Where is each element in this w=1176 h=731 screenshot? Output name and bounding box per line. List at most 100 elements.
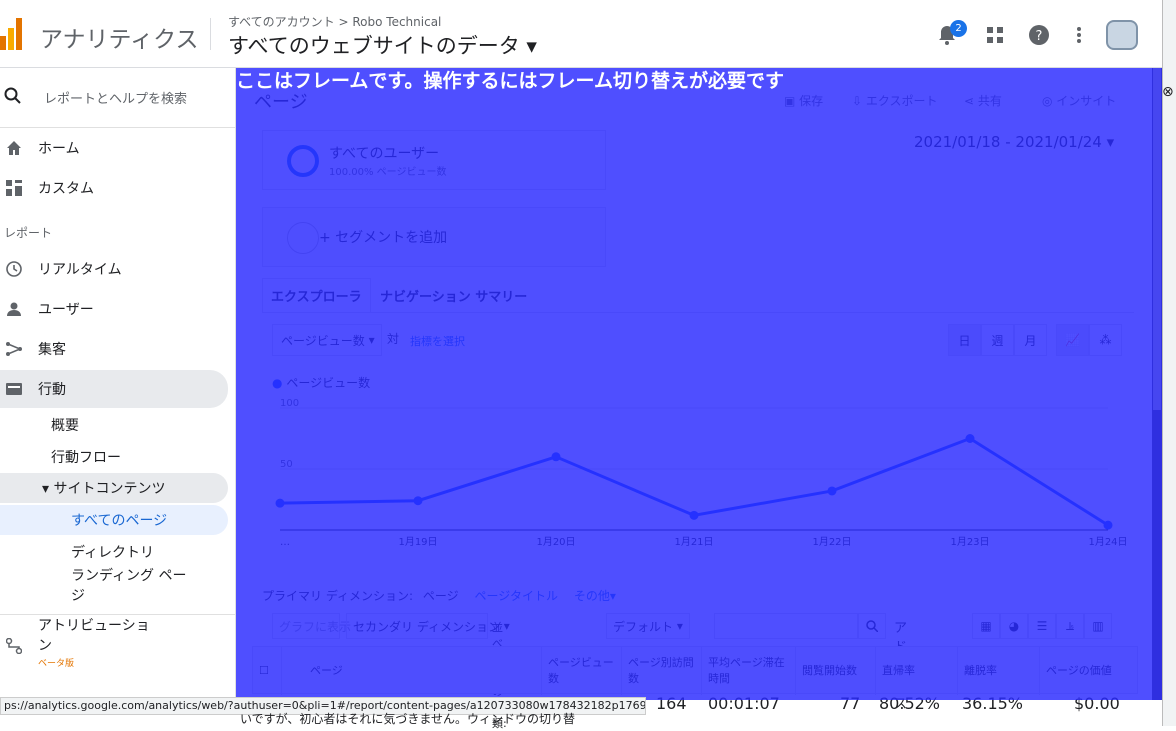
person-icon [7, 302, 21, 316]
total-pageviews: 164 [656, 694, 687, 713]
segment-sublabel: 100.00% ページビュー数 [329, 167, 447, 178]
segment-label: すべてのユーザー [329, 146, 440, 162]
data-point [413, 496, 423, 506]
header-divider [210, 18, 211, 50]
data-point [965, 434, 975, 443]
svg-text:?: ? [1036, 29, 1043, 44]
export-button[interactable]: ⇩ エクスポート [852, 94, 938, 108]
table-view-performance-icon[interactable]: ☰ [1028, 613, 1056, 639]
x-tick-label: … [280, 537, 290, 548]
secondary-dimension-select[interactable]: セカンダリ ディメンション ▾ [346, 613, 510, 639]
sidebar-item-label: アトリビューション [38, 618, 150, 654]
granularity-day-button[interactable]: 日 [948, 324, 981, 356]
more-vert-icon[interactable] [1066, 22, 1092, 48]
sidebar-item-acquisition[interactable]: 集客 [0, 331, 228, 367]
dim-other[interactable]: その他▾ [573, 589, 616, 603]
total-avg-time: 00:01:07 [708, 694, 780, 713]
data-point [275, 498, 285, 508]
sidebar-item-home[interactable]: ホーム [0, 130, 228, 166]
close-icon[interactable]: ⊗ [1162, 84, 1174, 100]
col-avg-time[interactable]: 平均ページ滞在時間 [701, 647, 795, 695]
col-entrances[interactable]: 閲覧開始数 [795, 647, 875, 695]
insights-button[interactable]: ◎ インサイト [1042, 94, 1117, 108]
sidebar-item-behavior[interactable]: 行動 [0, 370, 228, 408]
table-view-pivot-icon[interactable]: ▥ [1084, 613, 1112, 639]
acquisition-icon [6, 342, 22, 356]
primary-dimension-bar: プライマリ ディメンション: ページ ページタイトル その他▾ [262, 589, 616, 603]
select-metric-link[interactable]: 指標を選択 [410, 335, 465, 348]
select-all-checkbox[interactable]: ☐ [259, 664, 269, 677]
beta-label: ベータ版 [38, 659, 75, 669]
save-button[interactable]: ▣ 保存 [784, 94, 824, 108]
share-button[interactable]: ⋖ 共有 [964, 94, 1002, 108]
col-bounce-rate[interactable]: 直帰率 [875, 647, 957, 695]
sidebar-item-directory[interactable]: ディレクトリ [71, 545, 155, 561]
x-tick-label: 1月23日 [950, 536, 989, 548]
dim-page[interactable]: ページ [422, 589, 459, 603]
sidebar-item-behavior-flow[interactable]: 行動フロー [51, 450, 121, 466]
data-point [551, 452, 561, 462]
sidebar-item-label: リアルタイム [38, 262, 122, 278]
property-selector[interactable]: すべてのウェブサイトのデータ ▾ [228, 34, 537, 58]
granularity-month-button[interactable]: 月 [1014, 324, 1047, 356]
table-search-input[interactable] [714, 613, 858, 639]
table-view-data-icon[interactable]: ▦ [972, 613, 1000, 639]
behavior-icon [6, 383, 22, 395]
segment-all-users[interactable]: すべてのユーザー 100.00% ページビュー数 [262, 130, 606, 190]
sidebar-item-label: 行動 [38, 382, 66, 398]
motion-chart-toggle-icon[interactable]: ⁂ [1089, 324, 1122, 356]
report-frame[interactable]: ページ ▣ 保存 ⇩ エクスポート ⋖ 共有 ◎ インサイト すべてのユーザー … [236, 68, 1152, 730]
notification-count-badge: 2 [950, 20, 967, 37]
sort-type-select[interactable]: デフォルト ▾ [606, 613, 690, 639]
col-pageviews[interactable]: ページビュー数 [541, 647, 621, 695]
sidebar-item-label: ホーム [38, 141, 80, 157]
total-exit-rate: 36.15% [962, 694, 1024, 713]
sidebar-item-site-content[interactable]: ▾ サイトコンテンツ [0, 473, 228, 503]
analytics-logo-icon[interactable] [0, 18, 22, 50]
sidebar-search[interactable]: レポートとヘルプを検索 [0, 68, 236, 128]
col-page-value[interactable]: ページの価値 [1039, 647, 1139, 695]
sidebar-item-landing-pages[interactable]: ランディング ページ [71, 568, 187, 604]
table-header: ☐ ページ ページビュー数 ページ別訪問数 平均ページ滞在時間 閲覧開始数 直帰… [252, 646, 1139, 695]
tab-explorer[interactable]: エクスプローラ [262, 278, 371, 312]
plot-rows-button[interactable]: グラフに表示 [272, 613, 351, 639]
sidebar-item-label: 集客 [38, 342, 66, 358]
tab-navigation-summary[interactable]: ナビゲーション サマリー [380, 289, 528, 305]
total-bounce-rate: 80.52% [879, 694, 941, 713]
attribution-icon [6, 638, 22, 654]
x-tick-label: 1月22日 [812, 536, 851, 548]
sidebar-divider [0, 614, 236, 615]
add-segment-label: + セグメントを追加 [319, 230, 448, 246]
help-icon[interactable]: ? [1026, 22, 1052, 48]
segment-empty-ring-icon [287, 222, 319, 254]
col-exit-rate[interactable]: 離脱率 [957, 647, 1039, 695]
metric-select[interactable]: ページビュー数 ▾ [272, 324, 382, 356]
table-search-button[interactable] [858, 613, 886, 639]
legend-dot-icon: ● [272, 376, 283, 390]
sidebar-item-all-pages[interactable]: すべてのページ [0, 505, 228, 535]
line-chart-toggle-icon[interactable]: 📈 [1056, 324, 1089, 356]
account-avatar[interactable] [1106, 20, 1138, 50]
search-icon [866, 620, 878, 632]
col-unique-pageviews[interactable]: ページ別訪問数 [621, 647, 701, 695]
sidebar-item-custom[interactable]: カスタム [0, 170, 228, 206]
y-tick-label: 100 [280, 398, 299, 409]
sidebar-item-users[interactable]: ユーザー [0, 291, 228, 327]
apps-grid-icon[interactable] [982, 22, 1008, 48]
frame-message: ここはフレームです。操作するにはフレーム切り替えが必要です [236, 70, 784, 92]
table-view-pie-icon[interactable]: ◕ [1000, 613, 1028, 639]
segment-ring-icon [287, 145, 319, 177]
sidebar-item-realtime[interactable]: リアルタイム [0, 251, 228, 287]
sidebar-item-overview[interactable]: 概要 [51, 418, 79, 434]
x-tick-label: 1月19日 [398, 536, 437, 548]
scrollbar-thumb[interactable] [1153, 68, 1161, 410]
granularity-week-button[interactable]: 週 [981, 324, 1014, 356]
reports-section-label: レポート [4, 226, 53, 240]
sidebar-item-attribution[interactable]: アトリビューション [0, 616, 228, 664]
add-segment-button[interactable]: + セグメントを追加 [262, 207, 606, 267]
dim-page-title[interactable]: ページタイトル [474, 589, 558, 603]
breadcrumb[interactable]: すべてのアカウント > Robo Technical [228, 15, 442, 29]
date-range-picker[interactable]: 2021/01/18 - 2021/01/24 ▾ [914, 133, 1115, 151]
col-page[interactable]: ページ [281, 647, 541, 695]
table-view-comparison-icon[interactable]: ⫡ [1056, 613, 1084, 639]
